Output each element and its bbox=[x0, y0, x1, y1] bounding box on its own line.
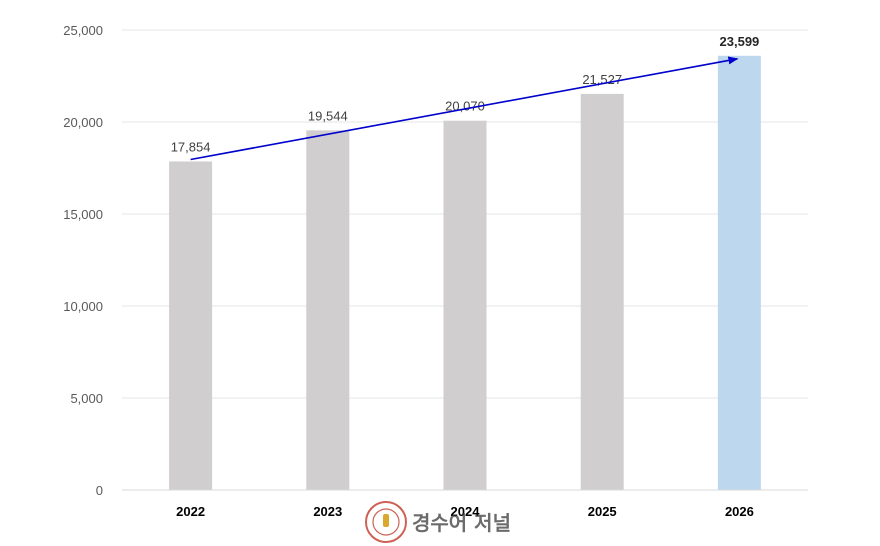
y-axis-tick-labels: 0 5,000 10,000 15,000 20,000 25,000 bbox=[63, 23, 103, 498]
x-tick-label-2024: 2024 bbox=[451, 504, 481, 519]
watermark-text: 경수어 저널 bbox=[412, 511, 511, 535]
data-labels: 17,854 19,544 20,070 21,527 23,599 bbox=[171, 34, 760, 155]
data-label-2026: 23,599 bbox=[720, 34, 760, 49]
watermark-seal-inner bbox=[372, 508, 400, 536]
y-tick-label: 15,000 bbox=[63, 207, 103, 222]
trend-arrow-group bbox=[190, 56, 739, 161]
y-tick-label: 25,000 bbox=[63, 23, 103, 38]
x-axis-tick-labels: 2022 2023 2024 2025 2026 bbox=[176, 504, 754, 519]
y-tick-label: 10,000 bbox=[63, 299, 103, 314]
data-label-2025: 21,527 bbox=[582, 72, 622, 87]
y-tick-label: 20,000 bbox=[63, 115, 103, 130]
watermark: 경수어 저널 bbox=[365, 501, 511, 543]
x-tick-label-2022: 2022 bbox=[176, 504, 205, 519]
bar-2025 bbox=[580, 93, 624, 490]
bar-2022 bbox=[169, 161, 213, 491]
x-tick-label-2025: 2025 bbox=[588, 504, 617, 519]
x-tick-label-2023: 2023 bbox=[313, 504, 342, 519]
x-tick-label-2026: 2026 bbox=[725, 504, 754, 519]
y-tick-label: 0 bbox=[96, 483, 103, 498]
bars bbox=[169, 55, 761, 491]
y-tick-label: 5,000 bbox=[70, 391, 103, 406]
data-label-2022: 17,854 bbox=[171, 139, 211, 154]
data-label-2023: 19,544 bbox=[308, 108, 348, 123]
watermark-seal-emblem bbox=[383, 514, 389, 527]
watermark-seal-outer bbox=[365, 501, 407, 543]
data-label-2024: 20,070 bbox=[445, 99, 485, 114]
bar-2024 bbox=[443, 120, 487, 490]
bar-2026 bbox=[717, 55, 761, 490]
trend-arrow bbox=[190, 56, 739, 161]
bar-2023 bbox=[306, 130, 350, 491]
